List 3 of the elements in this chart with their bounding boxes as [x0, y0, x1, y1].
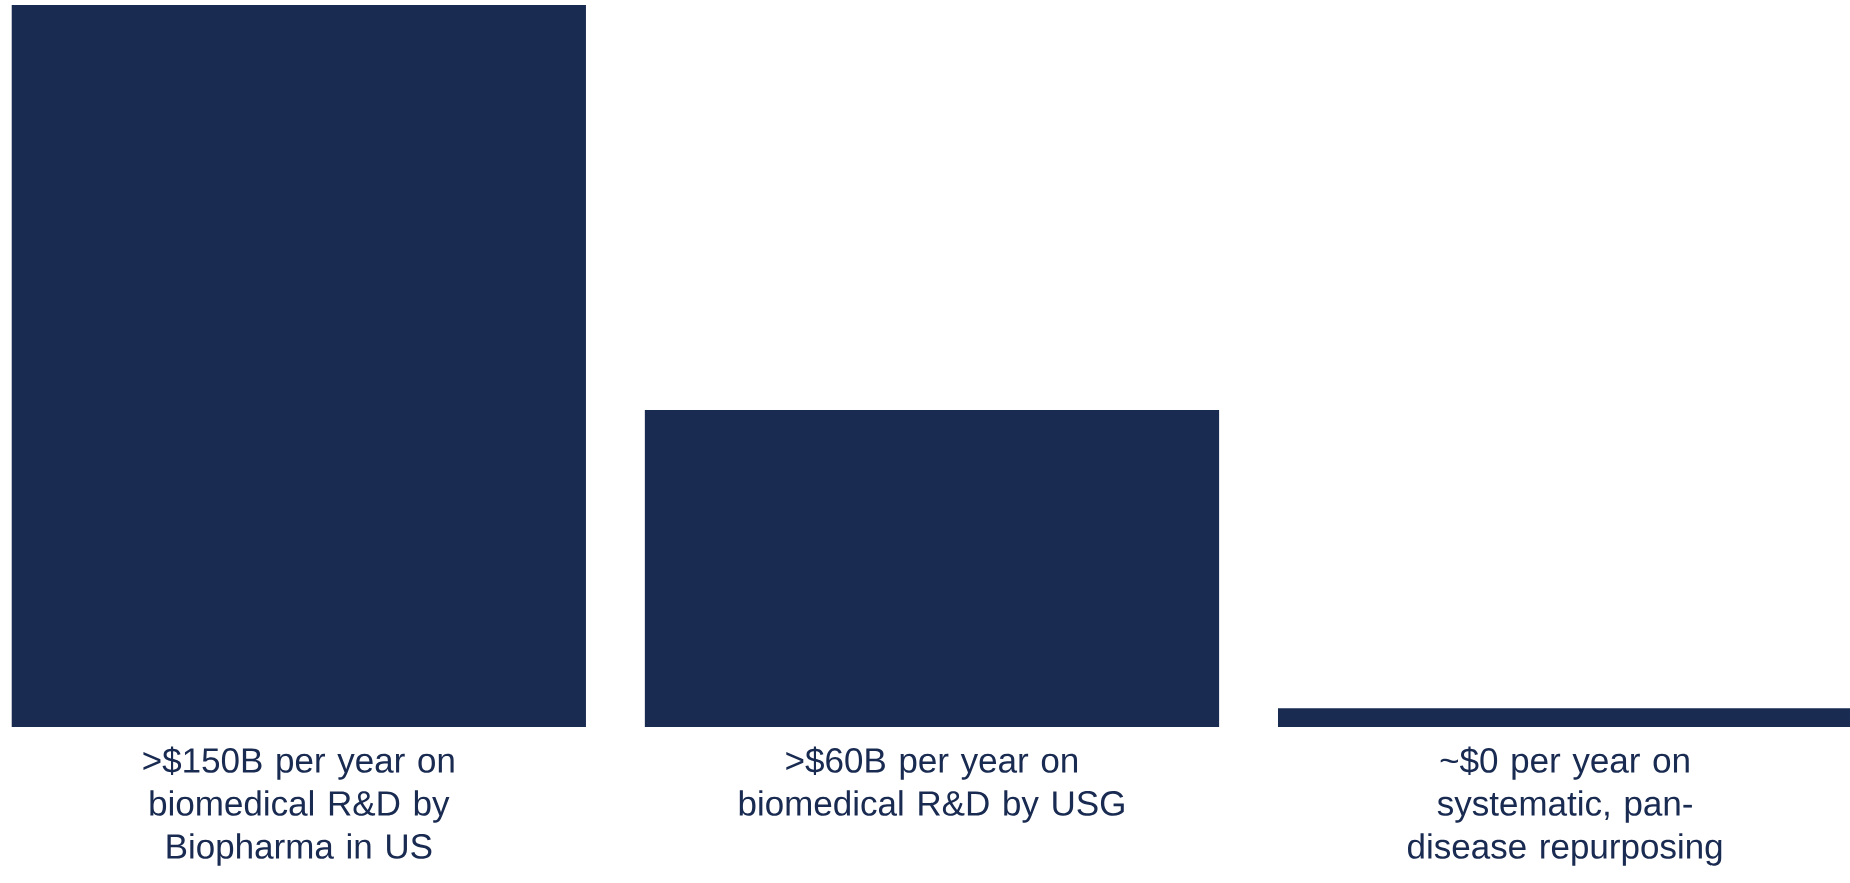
x-tick-label: >$150B per year on biomedical R&D by Biopharma in US: [143, 746, 454, 866]
x-tick-label: >$60B per year on biomedical R&D by USG: [739, 746, 1124, 823]
x-tick-label: ~$0 per year on systematic, pan-disease repurposing: [1408, 746, 1722, 866]
